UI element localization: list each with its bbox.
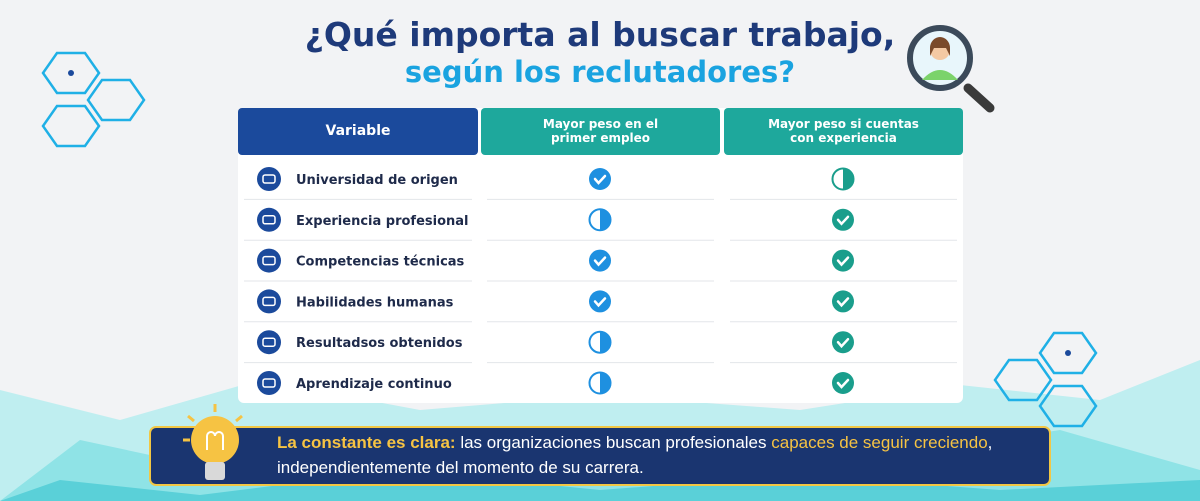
row-label: Universidad de origen — [296, 173, 458, 188]
row-icon — [257, 207, 281, 232]
header-text: primer empleo — [551, 131, 650, 145]
row-icon-glyph — [262, 296, 276, 307]
footer-text2: , — [987, 433, 993, 452]
check-circle — [589, 249, 611, 272]
footer-text1: las organizaciones buscan profesionales — [460, 433, 767, 452]
check-circle — [832, 290, 854, 313]
magnifier-icon — [907, 25, 995, 113]
title-line1: ¿Qué importa al buscar trabajo, — [305, 15, 896, 54]
hexagons-right — [993, 331, 1098, 428]
title-line2: según los reclutadores? — [405, 55, 795, 89]
check-icon — [589, 168, 611, 190]
check-circle — [832, 208, 854, 231]
row-icon-glyph — [262, 337, 276, 347]
row-icon — [257, 167, 281, 191]
row-label: Resultadsos obtenidos — [296, 336, 463, 351]
row-icon — [257, 248, 281, 273]
footer-highlight: capaces de seguir creciendo — [771, 433, 988, 452]
check-mark — [836, 215, 850, 226]
header-text: con experiencia — [790, 131, 897, 145]
check-icon — [832, 372, 854, 394]
half-icon — [588, 330, 612, 354]
footer-lead: La constante es clara: — [277, 433, 456, 452]
row-label: Aprendizaje continuo — [296, 377, 452, 392]
check-icon — [832, 290, 854, 313]
header-cell — [481, 108, 720, 155]
half-icon — [588, 371, 612, 395]
check-circle — [832, 331, 854, 354]
half-icon — [831, 167, 855, 191]
hexagons-left — [41, 51, 146, 148]
check-circle — [832, 249, 854, 272]
check-icon — [832, 208, 854, 231]
half-fill — [843, 168, 854, 190]
half-fill — [600, 209, 611, 231]
check-mark — [836, 297, 850, 308]
check-mark — [593, 174, 607, 185]
check-circle — [832, 372, 854, 394]
header-text: Mayor peso si cuentas — [768, 117, 919, 131]
row-icon-glyph — [262, 378, 276, 388]
header-text: Variable — [326, 123, 391, 139]
header-cell — [238, 108, 478, 155]
check-mark — [836, 378, 850, 389]
check-icon — [832, 249, 854, 272]
check-icon — [589, 290, 611, 313]
check-circle — [589, 168, 611, 190]
check-icon — [832, 331, 854, 354]
header-cell — [724, 108, 963, 155]
row-icon-glyph — [262, 174, 276, 184]
row-icon-glyph — [262, 215, 276, 225]
footer-box — [149, 404, 1051, 486]
row-label: Experiencia profesional — [296, 214, 469, 229]
check-mark — [836, 337, 850, 349]
row-label: Habilidades humanas — [296, 295, 454, 310]
check-circle — [589, 290, 611, 313]
row-label: Competencias técnicas — [296, 255, 465, 270]
half-fill — [600, 331, 611, 353]
check-mark — [836, 256, 850, 267]
row-icon — [257, 289, 281, 314]
check-mark — [593, 297, 607, 308]
header-text: Mayor peso en el — [543, 117, 658, 131]
check-mark — [593, 256, 607, 267]
half-icon — [588, 208, 612, 232]
footer-text: La constante es clara: las organizacione… — [277, 430, 1037, 480]
row-icon — [257, 330, 281, 355]
check-icon — [589, 249, 611, 272]
half-fill — [600, 372, 611, 394]
row-icon — [257, 371, 281, 395]
row-icon-glyph — [262, 255, 276, 266]
footer-line2: independientemente del momento de su car… — [277, 458, 644, 477]
